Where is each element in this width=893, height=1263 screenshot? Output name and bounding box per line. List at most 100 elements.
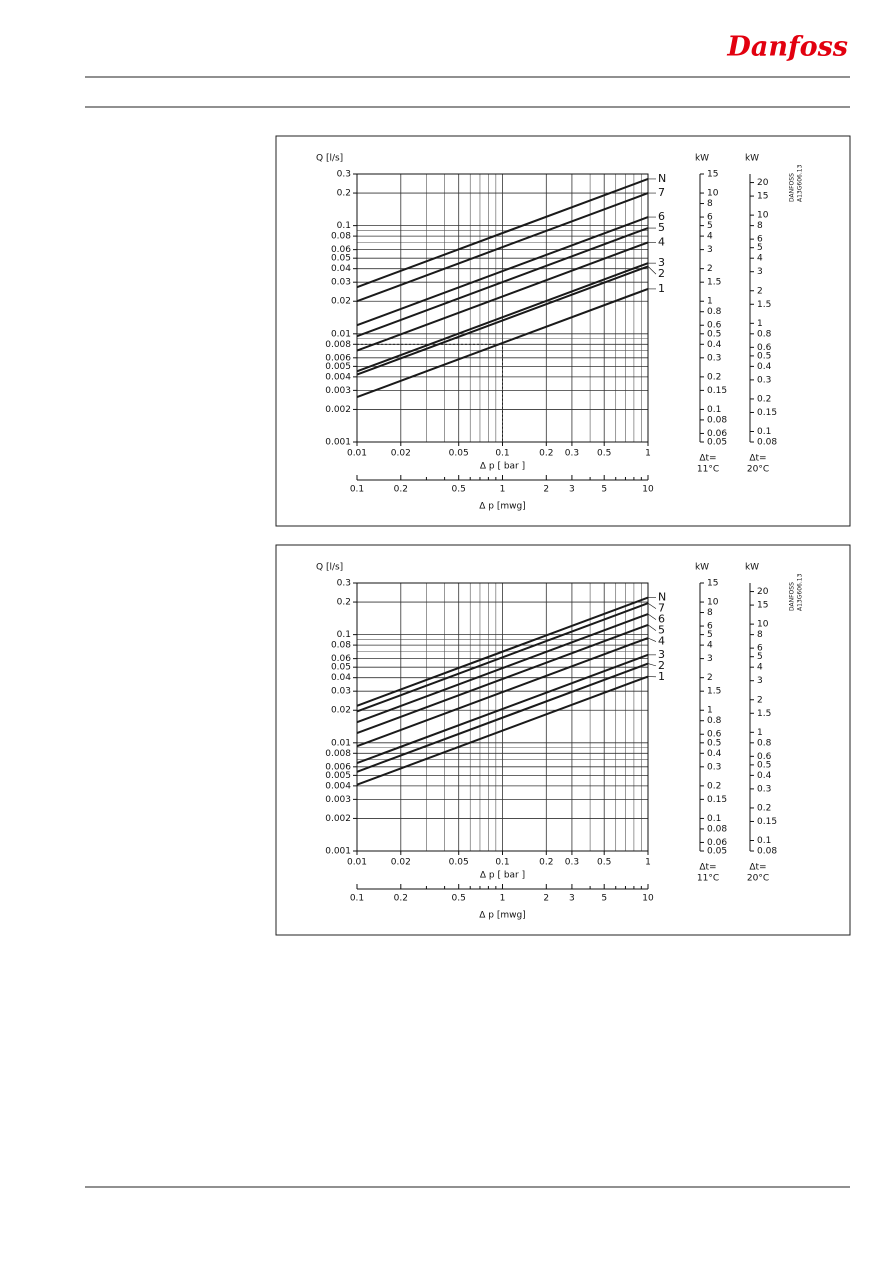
flow-line	[356, 602, 649, 713]
kw-tick-label: 0.05	[707, 438, 727, 448]
x-tick-label: 0.02	[391, 449, 411, 459]
kw-note: 11°C	[697, 874, 719, 884]
kw-tick-label: 0.5	[707, 738, 721, 748]
y-axis-title: Q [l/s]	[316, 563, 343, 573]
y-tick-label: 0.3	[337, 579, 351, 589]
leader-line	[647, 663, 657, 667]
kw-tick-label: 2	[707, 673, 713, 683]
kw-tick-label: 4	[757, 254, 763, 264]
x2-axis-title: Δ p [mwg]	[479, 911, 525, 921]
kw-tick-label: 0.4	[707, 340, 722, 350]
y-tick-label: 0.001	[325, 847, 351, 857]
kw-tick-label: 1.5	[707, 687, 721, 697]
kw-tick-label: 1.5	[707, 278, 721, 288]
kw-tick-label: 15	[707, 579, 718, 589]
x2-tick-label: 10	[642, 894, 654, 904]
kw-tick-label: 3	[707, 654, 713, 664]
kw-tick-label: 0.8	[707, 307, 722, 317]
y-tick-label: 0.008	[325, 749, 351, 759]
line-label: 7	[658, 186, 665, 199]
kw-tick-label: 0.3	[757, 375, 771, 385]
kw-tick-label: 1	[757, 728, 763, 738]
y-tick-label: 0.06	[331, 245, 351, 255]
kw-tick-label: 6	[707, 213, 713, 223]
kw-tick-label: 0.4	[757, 362, 772, 372]
x2-tick-label: 0.1	[350, 894, 364, 904]
kw-tick-label: 0.5	[757, 760, 771, 770]
kw-tick-label: 5	[757, 652, 763, 662]
reference-line	[357, 343, 503, 442]
y-tick-label: 0.01	[331, 329, 351, 339]
line-label: 6	[658, 613, 665, 626]
flow-line	[356, 227, 649, 338]
kw-tick-label: 0.3	[707, 353, 721, 363]
line-label: 7	[658, 602, 665, 615]
y-tick-label: 0.006	[325, 353, 351, 363]
kw-tick-label: 1	[707, 297, 713, 307]
leader-line	[647, 613, 657, 620]
kw-tick-label: 1.5	[757, 300, 771, 310]
kw-tick-label: 0.3	[757, 784, 771, 794]
leader-line	[647, 624, 657, 631]
kw-tick-label: 0.8	[757, 738, 772, 748]
y-tick-label: 0.004	[325, 781, 351, 791]
x-tick-label: 0.1	[495, 858, 509, 868]
y-tick-label: 0.08	[331, 232, 351, 242]
kw-tick-label: 6	[707, 622, 713, 632]
kw-tick-label: 0.06	[707, 838, 727, 848]
kw-tick-label: 0.15	[707, 795, 727, 805]
leader-line	[647, 602, 657, 609]
y-tick-label: 0.01	[331, 738, 351, 748]
chart-frame	[275, 135, 851, 527]
kw-note: 20°C	[747, 874, 769, 884]
flow-line	[356, 192, 649, 303]
line-label: 4	[658, 235, 665, 248]
kw-tick-label: 6	[757, 235, 763, 245]
y-tick-label: 0.003	[325, 795, 351, 805]
line-label: 2	[658, 267, 665, 280]
kw-tick-label: 0.1	[707, 405, 721, 415]
kw-tick-label: 0.4	[757, 771, 772, 781]
y-tick-label: 0.3	[337, 170, 351, 180]
y-tick-label: 0.05	[331, 254, 351, 264]
x-tick-label: 0.5	[597, 858, 611, 868]
kw-tick-label: 20	[757, 178, 769, 188]
x-tick-label: 0.02	[391, 858, 411, 868]
kw-tick-label: 0.8	[757, 329, 772, 339]
kw-tick-label: 10	[707, 598, 719, 608]
y-tick-label: 0.02	[331, 706, 351, 716]
leader-line	[647, 266, 657, 275]
line-label: 3	[658, 648, 665, 661]
kw-tick-label: 10	[707, 189, 719, 199]
flow-line	[356, 178, 649, 289]
line-label: 1	[658, 670, 665, 683]
flow-line	[356, 675, 649, 786]
kw-tick-label: 5	[757, 243, 763, 253]
y-tick-label: 0.04	[331, 264, 351, 274]
y-tick-label: 0.003	[325, 386, 351, 396]
kw-note: Δt=	[749, 454, 766, 464]
drawing-code: A13G606.13	[797, 164, 804, 202]
y-tick-label: 0.005	[325, 771, 351, 781]
x-axis-title: Δ p [ bar ]	[480, 462, 525, 472]
logo: Danfoss	[726, 32, 848, 63]
kw-tick-label: 0.3	[707, 762, 721, 772]
kw-tick-label: 8	[757, 221, 763, 231]
kw-note: 20°C	[747, 465, 769, 475]
flow-line	[356, 216, 649, 327]
kw-tick-label: 10	[757, 211, 769, 221]
x2-tick-label: 10	[642, 485, 654, 495]
x2-tick-label: 2	[543, 894, 549, 904]
leader-line	[647, 637, 657, 642]
flow-line	[356, 596, 649, 707]
kw-tick-label: 3	[757, 267, 763, 277]
y-tick-label: 0.2	[337, 598, 351, 608]
line-label: 3	[658, 256, 665, 269]
plot-frame	[356, 173, 649, 443]
kw-tick-label: 0.08	[707, 415, 727, 425]
x-tick-label: 0.2	[539, 449, 553, 459]
x-tick-label: 0.3	[565, 449, 579, 459]
kw-note: Δt=	[699, 454, 716, 464]
x2-tick-label: 1	[500, 485, 506, 495]
kw-tick-label: 0.15	[707, 386, 727, 396]
